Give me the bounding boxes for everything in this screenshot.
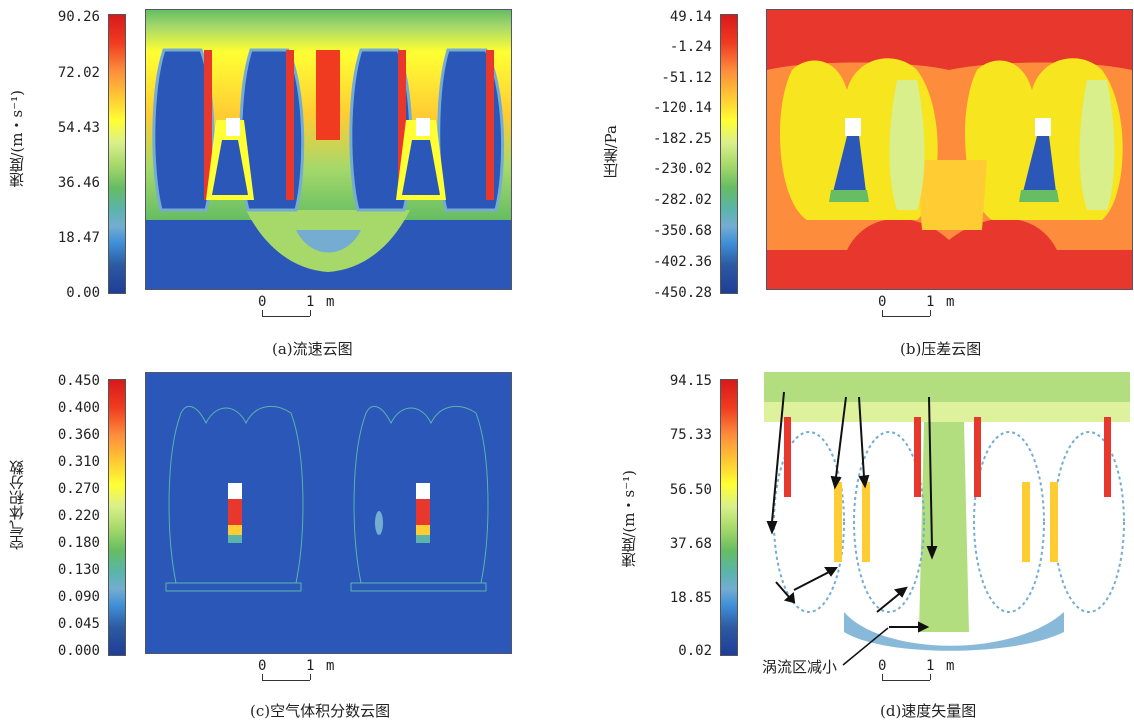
cbar-c-tick: 0.400 — [57, 400, 100, 416]
cbar-d-tick: 94.15 — [669, 373, 712, 389]
scale-bar-a: 0 1 m — [258, 294, 368, 324]
scale-zero: 0 — [878, 658, 887, 674]
cbar-a-tick: 90.26 — [57, 9, 100, 25]
cbar-b-tick: 49.14 — [669, 9, 712, 25]
colorbar-title-c: 空气体积分数 — [8, 460, 26, 550]
air-fraction-contour-plot — [145, 372, 512, 654]
pressure-contour-plot — [766, 9, 1133, 290]
cbar-c-tick: 0.310 — [57, 454, 100, 470]
velocity-contour-plot — [145, 9, 512, 290]
velocity-vector-plot — [764, 372, 1130, 657]
cbar-c-tick: 0.130 — [57, 562, 100, 578]
scale-zero: 0 — [258, 294, 267, 310]
cbar-b-tick: -230.02 — [652, 161, 712, 177]
caption-c: (c)空气体积分数云图 — [250, 702, 391, 720]
scale-bar-d: 0 1 m — [878, 658, 988, 688]
cbar-b-tick: -282.02 — [652, 192, 712, 208]
cbar-c-tick: 0.000 — [57, 643, 100, 659]
cbar-a-tick: 36.46 — [57, 175, 100, 191]
scale-one: 1 — [306, 658, 315, 674]
cbar-b-tick: -120.14 — [652, 100, 712, 116]
cbar-c-tick: 0.450 — [57, 373, 100, 389]
colorbar-a — [108, 14, 126, 294]
scale-unit: m — [326, 294, 335, 310]
scale-one: 1 — [306, 294, 315, 310]
cbar-d-tick: 56.50 — [669, 482, 712, 498]
caption-d: (d)速度矢量图 — [880, 702, 977, 720]
cbar-a-tick: 72.02 — [57, 65, 100, 81]
colorbar-title-b: 压差/Pa — [602, 125, 620, 179]
cbar-c-tick: 0.180 — [57, 535, 100, 551]
cbar-d-tick: 75.33 — [669, 427, 712, 443]
scale-one: 1 — [926, 658, 935, 674]
colorbar-title-d: 速度/(m・s⁻¹) — [620, 470, 638, 568]
cbar-a-tick: 54.43 — [57, 120, 100, 136]
annotation-leader-line — [842, 627, 889, 666]
cbar-c-tick: 0.270 — [57, 481, 100, 497]
cbar-d-tick: 37.68 — [669, 536, 712, 552]
scale-one: 1 — [926, 294, 935, 310]
scale-unit: m — [946, 658, 955, 674]
cbar-b-tick: -450.28 — [652, 285, 712, 301]
scale-unit: m — [326, 658, 335, 674]
caption-a: (a)流速云图 — [272, 340, 353, 358]
cbar-c-tick: 0.090 — [57, 589, 100, 605]
cbar-c-tick: 0.360 — [57, 427, 100, 443]
cbar-d-tick: 18.85 — [669, 590, 712, 606]
colorbar-b — [720, 14, 738, 294]
cbar-b-tick: -51.12 — [661, 70, 712, 86]
cbar-a-tick: 18.47 — [57, 230, 100, 246]
cbar-a-tick: 0.00 — [66, 285, 100, 301]
scale-zero: 0 — [258, 658, 267, 674]
colorbar-title-a: 速度/(m・s⁻¹) — [8, 90, 26, 188]
scale-unit: m — [946, 294, 955, 310]
cbar-c-tick: 0.220 — [57, 508, 100, 524]
cbar-b-tick: -350.68 — [652, 223, 712, 239]
colorbar-d — [720, 379, 738, 656]
vortex-annotation: 涡流区减小 — [762, 658, 838, 676]
scale-zero: 0 — [878, 294, 887, 310]
cbar-c-tick: 0.045 — [57, 616, 100, 632]
colorbar-c — [108, 379, 126, 656]
scale-bar-c: 0 1 m — [258, 658, 368, 688]
cbar-b-tick: -1.24 — [669, 39, 712, 55]
cbar-b-tick: -182.25 — [652, 131, 712, 147]
caption-b: (b)压差云图 — [900, 340, 982, 358]
cbar-b-tick: -402.36 — [652, 254, 712, 270]
cbar-d-tick: 0.02 — [678, 643, 712, 659]
scale-bar-b: 0 1 m — [878, 294, 988, 324]
